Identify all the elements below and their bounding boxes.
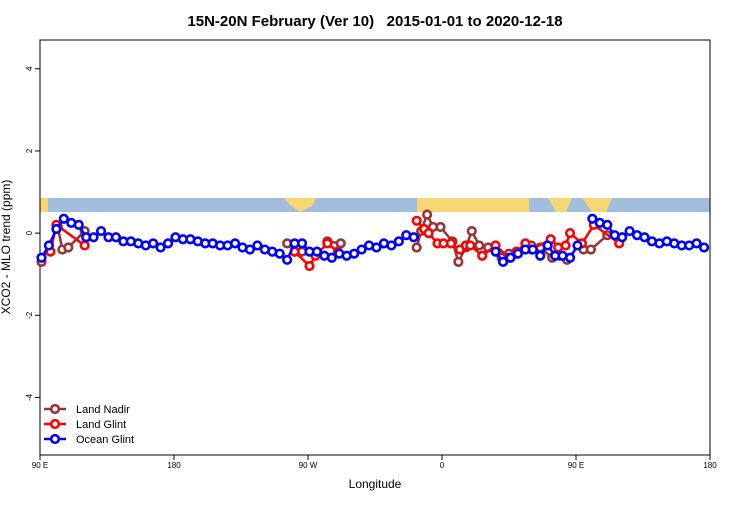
data-point [274, 248, 285, 259]
data-point [535, 250, 546, 261]
data-point [587, 213, 598, 224]
data-point [36, 252, 47, 263]
legend-marker [49, 433, 61, 445]
data-point [311, 246, 323, 257]
data-point [564, 252, 576, 263]
data-point [466, 225, 477, 237]
y-tick-label: -2 [25, 311, 34, 319]
data-point [691, 238, 702, 249]
data-point [422, 209, 433, 220]
chart-title: 15N-20N February (Ver 10) 2015-01-01 to … [187, 13, 562, 30]
data-point [453, 256, 464, 267]
data-point [162, 238, 174, 249]
data-point [322, 238, 333, 249]
plot-frame [39, 39, 711, 456]
data-point [423, 228, 434, 239]
land-patch [40, 198, 48, 212]
data-point [497, 256, 509, 267]
data-point [474, 240, 485, 251]
land-patch [284, 198, 316, 212]
legend-label: Ocean Glint [76, 434, 134, 446]
data-point [585, 244, 596, 255]
data-point [560, 240, 571, 251]
data-point [356, 244, 367, 255]
data-point [490, 246, 501, 257]
land-patch [582, 198, 612, 212]
x-tick-label: 0 [440, 461, 445, 470]
y-tick-label: 2 [25, 148, 34, 153]
x-tick-label: 180 [703, 461, 717, 470]
data-point [572, 240, 583, 251]
data-point [411, 242, 422, 253]
data-point [477, 250, 488, 261]
y-tick-label: 4 [25, 66, 34, 71]
data-point [411, 215, 422, 226]
data-point [79, 240, 90, 251]
data-point [63, 242, 74, 253]
data-point [393, 236, 404, 247]
data-point [88, 232, 99, 243]
x-tick-label: 180 [167, 461, 181, 470]
x-tick-label: 90 E [32, 461, 48, 470]
data-point [639, 232, 650, 243]
data-point [698, 242, 710, 253]
data-point [110, 232, 122, 243]
data-point [349, 248, 360, 259]
y-tick-label: 0 [25, 230, 34, 235]
x-tick-label: 90 W [299, 461, 318, 470]
data-point [304, 260, 315, 272]
data-point [335, 238, 346, 249]
x-tick-label: 90 E [568, 461, 584, 470]
data-point [408, 232, 419, 243]
legend-label: Land Nadir [76, 404, 130, 416]
data-point [252, 240, 263, 251]
data-point [95, 225, 107, 237]
map-strip [40, 198, 710, 212]
legend-marker [49, 403, 61, 415]
y-tick-label: -4 [25, 393, 34, 401]
data-point [435, 221, 446, 233]
legend-label: Land Glint [76, 419, 126, 431]
data-point [445, 238, 457, 249]
data-point [602, 219, 613, 231]
y-axis-label: XCO2 - MLO trend (ppm) [0, 180, 13, 315]
data-point [282, 254, 293, 265]
x-axis-label: Longitude [349, 477, 402, 491]
data-point [542, 240, 553, 251]
data-point [512, 248, 524, 259]
data-point [527, 244, 538, 255]
data-point [371, 242, 382, 253]
data-point [624, 225, 635, 237]
data-point [564, 228, 576, 239]
data-point [386, 240, 397, 251]
legend-marker [49, 418, 61, 430]
data-point [505, 252, 516, 263]
data-point [244, 244, 256, 255]
data-point [155, 242, 166, 253]
data-point [58, 213, 69, 224]
data-point [73, 219, 84, 231]
data-point [229, 238, 241, 249]
data-point [465, 240, 476, 251]
data-point [326, 252, 337, 263]
land-patch [417, 198, 529, 212]
data-point [296, 238, 308, 249]
data-point [617, 232, 628, 243]
data-point [43, 240, 55, 251]
data-point [148, 238, 159, 249]
ocean-strip [40, 198, 710, 212]
land-patch [548, 198, 572, 212]
data-point [51, 223, 62, 235]
